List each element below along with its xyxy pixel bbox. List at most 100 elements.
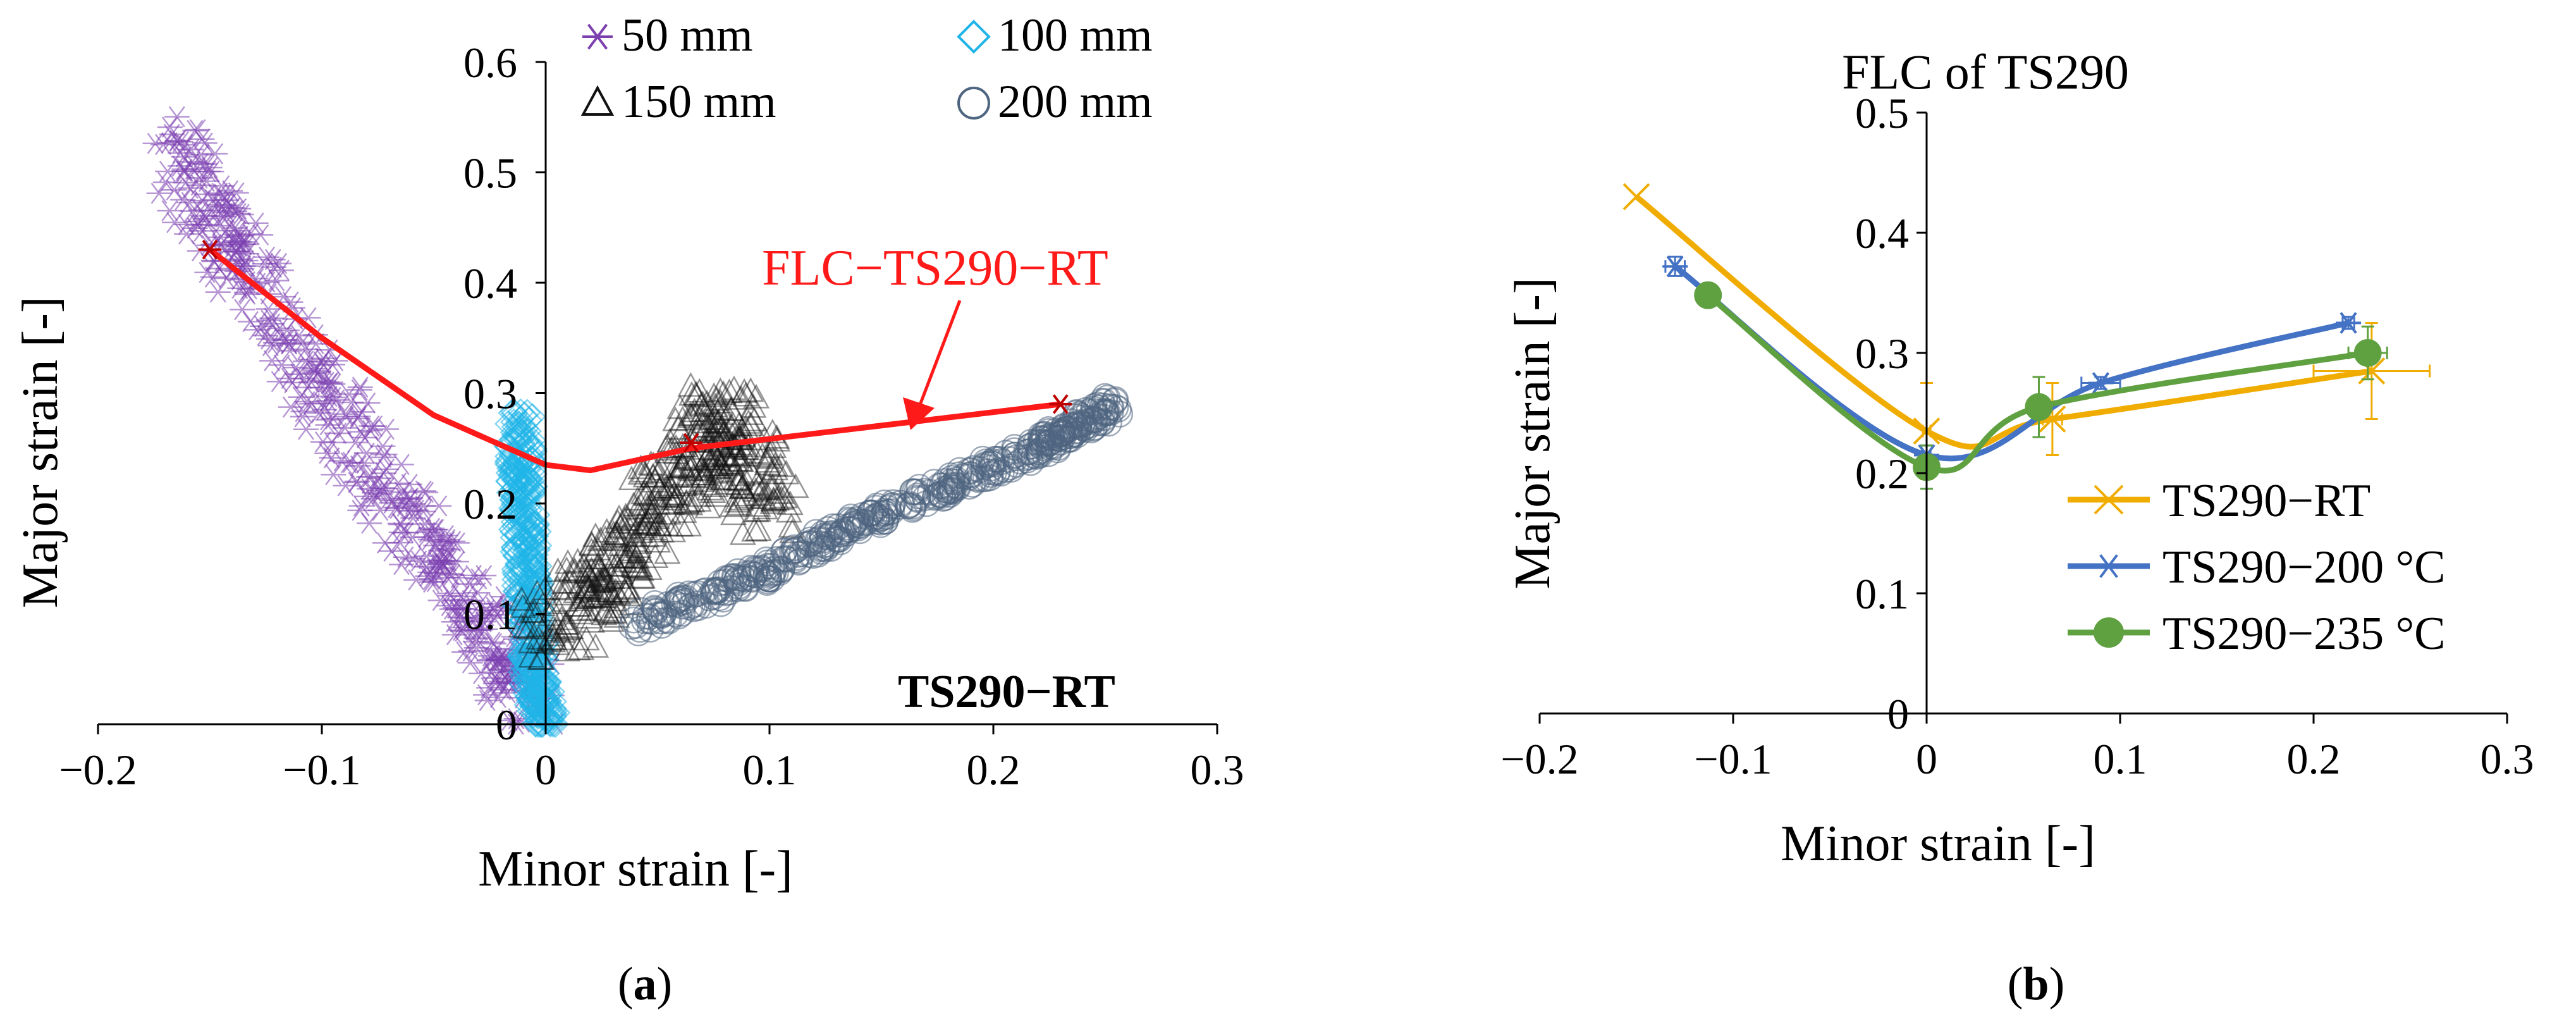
data-point [647,517,675,543]
data-point [525,677,554,705]
data-point [626,615,654,643]
chart-a-x-axis-title: Minor strain [-] [478,841,793,897]
data-point [750,485,777,510]
data-point [668,600,696,627]
data-point [690,397,718,422]
data-point [663,463,690,488]
data-point [661,480,688,505]
data-point [759,489,787,514]
data-point [214,194,240,216]
data-point [604,521,631,546]
data-point [710,400,737,425]
data-point [706,395,733,420]
data-point [657,482,684,507]
data-point [627,454,654,479]
data-point [687,467,715,492]
data-point [471,565,497,586]
data-point [757,474,784,499]
data-point [347,500,373,521]
data-point [589,566,616,591]
data-point [598,599,625,624]
data-point [620,491,647,517]
data-point [702,418,730,443]
data-point [681,397,708,423]
chart-a-x-tick-label: 0.3 [1191,746,1244,794]
data-point [685,487,712,512]
data-point [604,509,631,534]
data-point [726,491,753,516]
data-point [586,580,613,605]
data-point [837,503,864,531]
data-point [514,481,543,509]
data-point [553,636,581,662]
data-point [635,555,663,581]
data-point [721,441,749,467]
data-point [665,454,692,479]
chart-b-y-tick-label: 0.5 [1855,89,1909,137]
data-point [320,386,346,409]
data-point [692,471,719,496]
data-point [645,511,673,536]
series-line [1706,293,2369,474]
data-point [554,615,581,641]
data-point [700,382,728,407]
data-point [388,454,414,476]
data-point [585,568,612,593]
data-point [576,562,603,587]
data-point [729,474,756,500]
data-point [645,459,672,484]
legend-label: 50 mm [622,9,753,61]
chart-b: −0.2 −0.1 0 0.1 0.2 0.3 0 0.1 0.2 0.3 0.4 0.5 FLC o… [1500,44,2534,1010]
data-point [516,534,544,563]
data-point [964,466,991,493]
data-point [737,458,764,483]
data-point [625,538,653,563]
chart-a-y-tick-label: 0 [496,701,517,749]
data-point [735,433,762,457]
data-point [551,581,579,606]
data-point [576,595,603,620]
data-point [157,200,183,221]
data-point [162,212,188,233]
data-point [1622,183,1650,211]
legend-label: TS290−200 °C [2162,541,2446,593]
data-point [518,692,547,720]
data-point [767,452,794,478]
data-point [573,559,601,584]
data-point [310,370,336,392]
data-point [742,497,770,522]
data-point [665,415,692,440]
chart-b-y-tick-label: 0.3 [1855,330,1909,378]
data-point [567,600,594,625]
data-point [694,493,721,519]
chart-a-flc-label: FLC−TS290−RT [762,240,1108,296]
data-point [579,608,606,633]
data-point [746,471,773,497]
data-point [625,529,653,554]
data-point [754,567,782,595]
data-point [646,476,673,502]
data-point [632,462,659,488]
data-point [541,590,568,615]
data-point [173,172,199,194]
data-point [647,473,675,498]
data-point [665,602,692,630]
series-2 [1694,281,2388,490]
data-point [635,506,663,531]
data-point [371,462,396,484]
data-point [584,536,611,560]
data-point [553,556,580,581]
data-point [574,574,601,599]
legend-marker [957,20,991,54]
data-point [778,538,806,565]
data-point [256,309,282,331]
data-point [567,574,594,599]
data-point [680,462,708,488]
data-point [509,593,537,618]
data-point [680,428,708,453]
data-point [732,481,759,507]
chart-a-annotation: TS290−RT [898,666,1115,718]
data-point [575,575,603,600]
data-point [921,484,949,511]
data-point [259,350,285,372]
